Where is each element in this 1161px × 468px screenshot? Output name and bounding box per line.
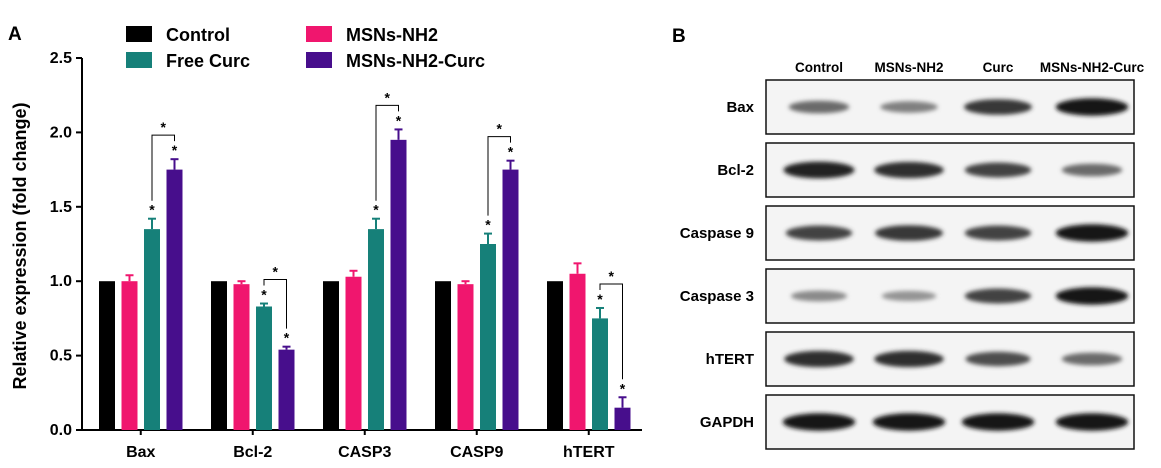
blot-band (961, 413, 1035, 431)
blot-band (965, 351, 1031, 367)
bar (480, 244, 496, 430)
blot-band (784, 350, 854, 368)
legend-label: MSNs-NH2-Curc (346, 51, 485, 71)
y-tick-label: 1.0 (50, 273, 72, 290)
bar (256, 306, 272, 430)
blot-band (1055, 413, 1129, 431)
comparison-bracket (599, 283, 623, 380)
bracket-star: * (497, 121, 503, 137)
bar (368, 229, 384, 430)
blot-band (1061, 163, 1123, 177)
bar (592, 318, 608, 430)
legend-label: Control (166, 25, 230, 45)
blot-column-label: Curc (983, 60, 1014, 75)
blot-band (1055, 224, 1129, 242)
legend-swatch (126, 52, 152, 68)
panel-a-letter: A (8, 24, 22, 45)
y-tick-label: 0.0 (50, 422, 72, 439)
panel-b-letter: B (672, 26, 686, 47)
y-tick-label: 1.5 (50, 199, 72, 216)
significance-star: * (508, 144, 514, 160)
comparison-bracket (263, 279, 287, 329)
blot-band (874, 350, 944, 368)
significance-star: * (261, 287, 267, 303)
blot-column-label: MSNs-NH2 (874, 60, 943, 75)
bar (166, 169, 183, 430)
category-label: hTERT (563, 444, 615, 461)
bar (390, 139, 407, 430)
blot-band (1061, 352, 1123, 366)
significance-star: * (597, 291, 603, 307)
blot-band (874, 161, 944, 179)
category-label: CASP3 (338, 444, 391, 461)
blot-band (964, 225, 1032, 241)
bar (121, 281, 138, 430)
bar (99, 281, 115, 430)
legend-swatch (306, 52, 332, 68)
significance-star: * (172, 142, 178, 158)
y-axis-label: Relative expression (fold change) (10, 102, 30, 389)
blot-column-label: MSNs-NH2-Curc (1040, 60, 1145, 75)
legend-label: Free Curc (166, 51, 250, 71)
blot-band (872, 413, 946, 431)
significance-star: * (485, 217, 491, 233)
bar (345, 276, 362, 430)
bar (144, 229, 160, 430)
significance-star: * (620, 380, 626, 396)
blot-row-label: Caspase 3 (680, 288, 754, 305)
blot-row-label: Caspase 9 (680, 225, 754, 242)
bar-chart: 0.0 0.5 1.0 1.5 2.0 2.5 Relative expression (f… (10, 25, 642, 461)
blot-row-label: Bcl-2 (717, 162, 754, 179)
bar (569, 273, 586, 430)
significance-star: * (149, 202, 155, 218)
legend-swatch (126, 26, 152, 42)
category-label: CASP9 (450, 444, 503, 461)
significance-star: * (396, 112, 402, 128)
comparison-bracket (487, 136, 511, 216)
blot-band (782, 413, 856, 431)
blot-band (880, 101, 938, 113)
y-tick-label: 0.5 (50, 348, 72, 365)
bar (211, 281, 227, 430)
bar (614, 407, 631, 430)
significance-star: * (373, 202, 379, 218)
blot-row-label: GAPDH (700, 414, 754, 431)
bracket-star: * (385, 89, 391, 105)
bar (547, 281, 563, 430)
blot-column-label: Control (795, 60, 843, 75)
comparison-bracket (151, 134, 175, 201)
bracket-star: * (161, 119, 167, 135)
blot-band (788, 100, 850, 114)
blot-band (964, 288, 1032, 304)
y-tick-label: 2.0 (50, 124, 72, 141)
category-label: Bax (126, 444, 155, 461)
bar (278, 349, 295, 430)
blot-band (783, 161, 855, 179)
western-blot: Control MSNs-NH2 Curc MSNs-NH2-Curc Bax Bcl-2… (680, 60, 1145, 450)
blot-row-label: Bax (726, 99, 754, 116)
bar (323, 281, 339, 430)
blot-band (1055, 98, 1129, 116)
y-tick-label: 2.5 (50, 50, 72, 67)
blot-band (1055, 287, 1129, 305)
legend-swatch (306, 26, 332, 42)
blot-band (791, 290, 847, 302)
bar (502, 169, 519, 430)
bar (457, 284, 474, 430)
blot-band (881, 290, 937, 302)
significance-star: * (284, 330, 290, 346)
legend-label: MSNs-NH2 (346, 25, 438, 45)
bar (435, 281, 451, 430)
bracket-star: * (273, 264, 279, 280)
blot-band (964, 99, 1032, 115)
bracket-star: * (609, 268, 615, 284)
blot-band (964, 162, 1032, 178)
bar (233, 284, 250, 430)
comparison-bracket (375, 104, 399, 201)
blot-row-label: hTERT (706, 351, 754, 368)
blot-band (875, 225, 943, 241)
blot-band (785, 225, 853, 241)
category-label: Bcl-2 (233, 444, 272, 461)
